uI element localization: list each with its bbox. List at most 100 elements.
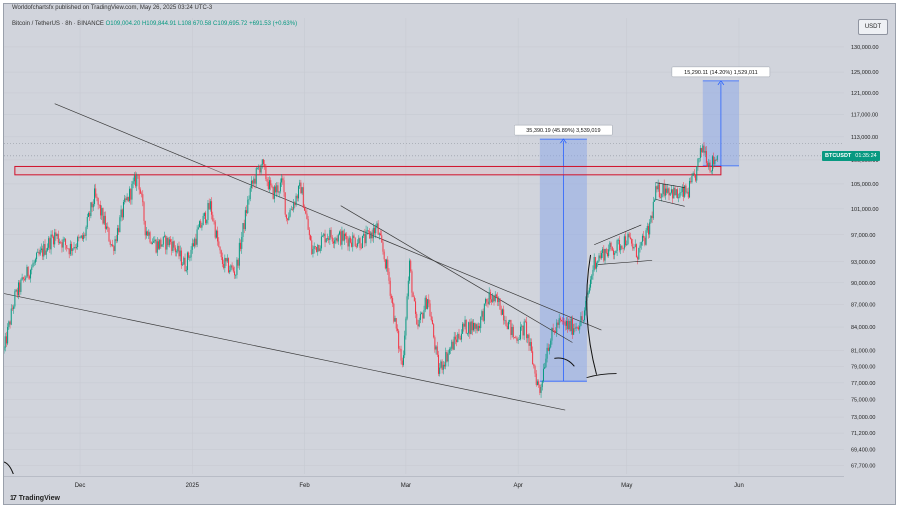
candle-body (318, 244, 320, 252)
candle-body (307, 218, 309, 230)
candle-body (159, 239, 161, 249)
price-tick-label: 77,000.00 (851, 381, 875, 387)
candle-body (464, 319, 466, 327)
candle-body (60, 242, 62, 243)
candle-body (524, 321, 526, 323)
candle-body (529, 342, 531, 346)
candle-body (528, 334, 530, 346)
price-change: +691.53 (+0.63%) (249, 21, 298, 27)
candle-body (211, 201, 213, 215)
candle-body (591, 275, 593, 280)
candle-body (299, 182, 301, 186)
candle-body (386, 259, 388, 269)
candle-body (59, 242, 61, 243)
candle-body (400, 348, 402, 361)
candle-body (685, 185, 687, 193)
candle-body (581, 316, 583, 321)
candle-body (343, 233, 345, 241)
candle-body (17, 282, 19, 296)
price-axis[interactable]: USDT 130,000.00 125,000.00 121,000.00 117,0… (844, 4, 895, 504)
candle-body (569, 320, 571, 331)
candle-body (206, 220, 208, 224)
candle-body (120, 209, 122, 218)
time-axis[interactable]: Dec 2025 Feb Mar Apr May Jun (4, 467, 844, 493)
candle-body (110, 244, 112, 246)
candle-body (416, 313, 418, 325)
candle-body (78, 237, 80, 238)
candle-body (230, 265, 232, 271)
flag-1-lower (597, 260, 653, 265)
price-tick-label: 105,000.00 (851, 182, 879, 188)
candle-body (109, 241, 111, 245)
candle-body (223, 263, 225, 269)
candle-body (507, 321, 509, 330)
candle-body (534, 366, 536, 374)
candle-body (234, 271, 236, 276)
candle-body (707, 162, 709, 167)
candle-body (290, 209, 292, 211)
candle-body (73, 247, 75, 249)
candle-body (381, 235, 383, 243)
candle-body (165, 235, 167, 250)
candle-body (358, 238, 360, 244)
candle-body (52, 236, 54, 245)
currency-button[interactable]: USDT (858, 19, 888, 35)
candle-body (517, 339, 519, 341)
candle-body (511, 326, 513, 335)
candle-body (643, 235, 645, 238)
price-tick-label: 79,000.00 (851, 364, 875, 370)
tradingview-logo[interactable]: 17 TradingView (10, 495, 60, 502)
candle-body (691, 176, 693, 183)
candle-body (505, 320, 507, 326)
candle-body (518, 339, 520, 340)
candle-body (86, 216, 88, 228)
candle-body (313, 246, 315, 250)
price-tick-label: 93,000.00 (851, 260, 875, 266)
candle-body (103, 215, 105, 224)
candle-body (353, 235, 355, 239)
candle-body (347, 239, 349, 247)
candle-body (605, 249, 607, 253)
candle-body (336, 238, 338, 242)
candle-body (357, 243, 359, 247)
candle-body (113, 246, 115, 252)
last-price-tag[interactable]: BTCUSDT 01:35:24 (822, 150, 880, 161)
candle-body (258, 167, 260, 169)
chart-svg[interactable]: 35,390.19 (45.89%) 3,539,019 15,290.11 (1… (4, 18, 844, 477)
candle-body (698, 158, 700, 159)
chart-plot-area[interactable]: 35,390.19 (45.89%) 3,539,019 15,290.11 (1… (4, 18, 844, 477)
candle-body (481, 311, 483, 317)
candle-body (20, 280, 22, 292)
candle-body (468, 322, 470, 334)
candle-body (682, 186, 684, 197)
symbol-name[interactable]: Bitcoin / TetherUS · 8h · BINANCE (12, 21, 104, 27)
candle-body (491, 299, 493, 302)
measure-label: 35,390.19 (45.89%) 3,539,019 (514, 124, 613, 136)
candle-body (137, 174, 139, 176)
candle-body (709, 162, 711, 172)
candle-body (656, 186, 658, 190)
candle-body (153, 241, 155, 243)
candle-body (28, 276, 30, 279)
candle-body (227, 258, 229, 273)
candle-body (51, 234, 53, 237)
logo-text: TradingView (18, 495, 60, 502)
candle-body (156, 241, 158, 253)
candle-body (644, 237, 646, 245)
candle-body (231, 265, 233, 268)
candle-body (564, 321, 566, 326)
candle-body (574, 328, 576, 329)
candle-body (549, 347, 551, 351)
price-tick-label: 121,000.00 (851, 91, 879, 97)
candle-body (451, 341, 453, 349)
candle-body (135, 175, 137, 187)
price-tick-label: 101,000.00 (851, 207, 879, 213)
lower-trendline (4, 293, 566, 411)
candle-body (716, 155, 718, 160)
candle-body (7, 326, 9, 344)
candle-body (129, 188, 131, 202)
candle-body (339, 231, 341, 235)
candle-body (684, 185, 686, 197)
candle-body (229, 270, 231, 273)
candle-body (162, 236, 164, 245)
